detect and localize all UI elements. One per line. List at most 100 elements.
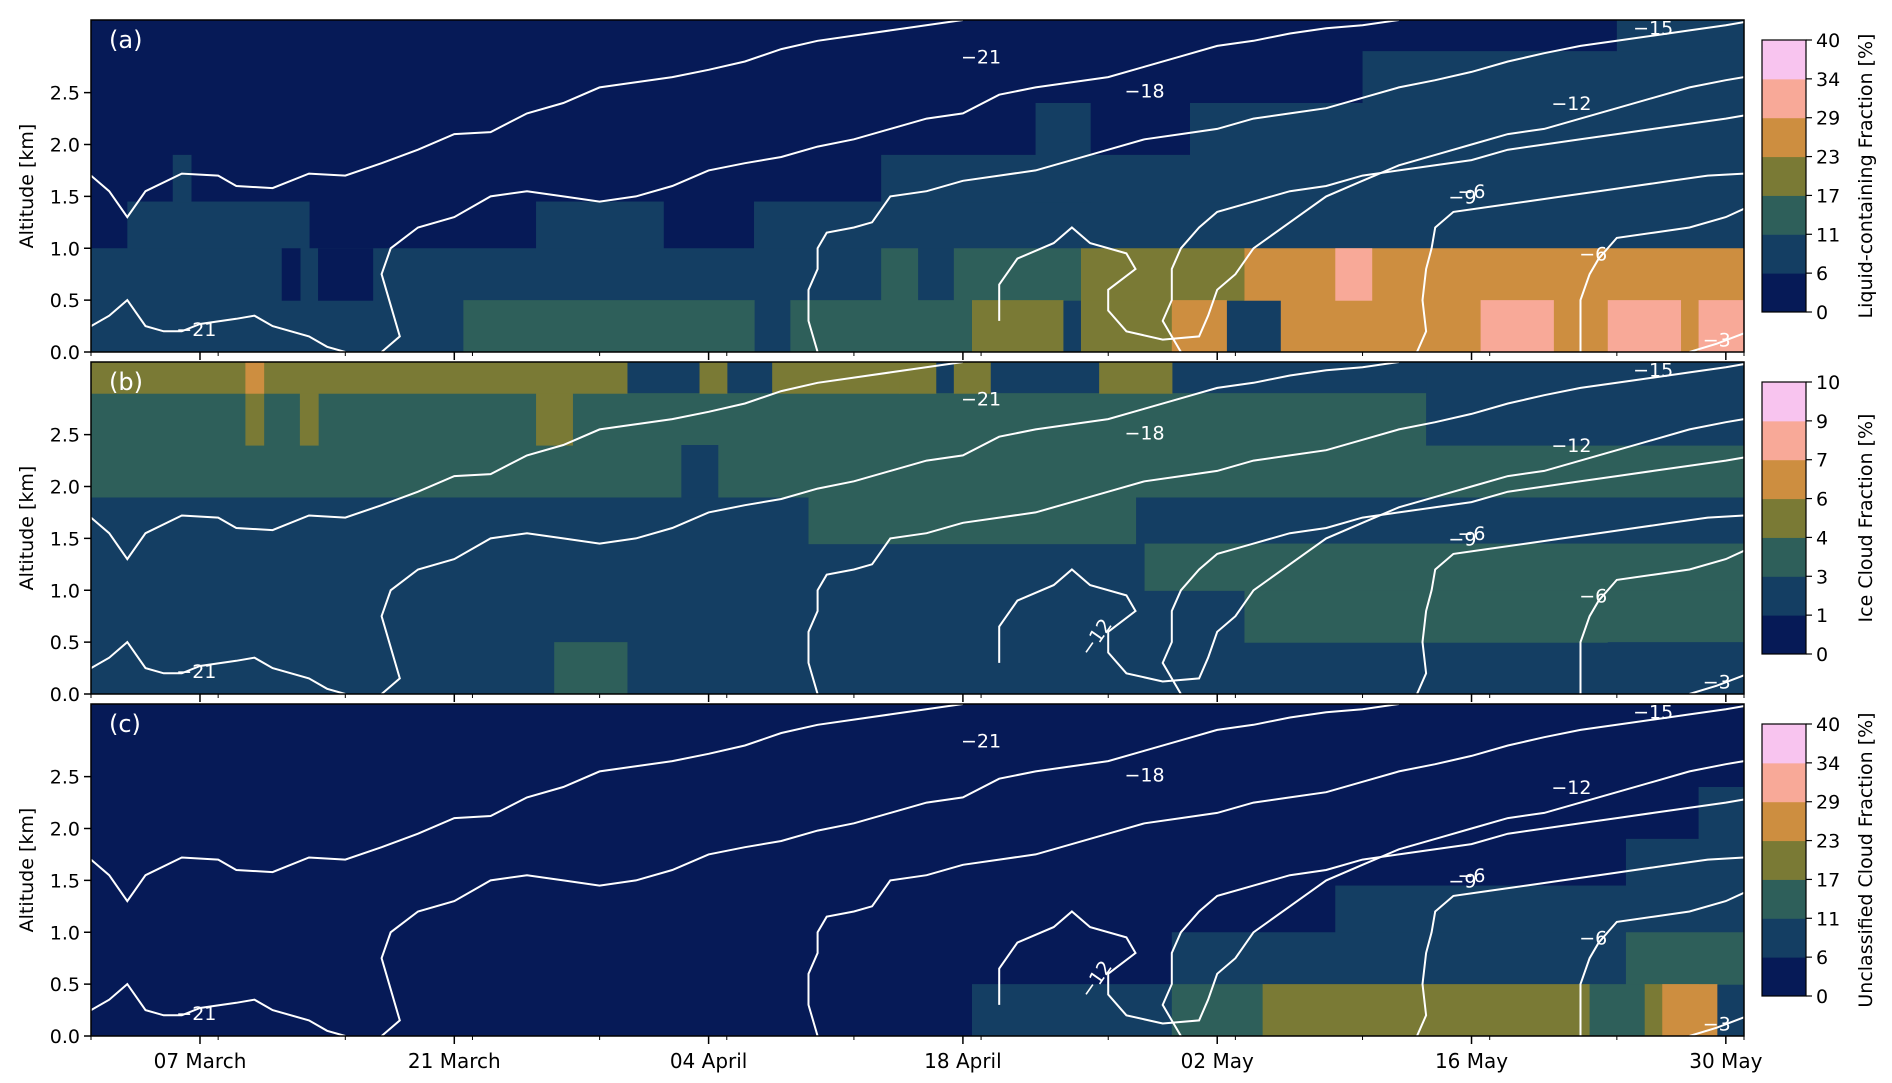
colorbar-segment (1762, 156, 1806, 196)
y-tick-label: 2.5 (50, 767, 80, 789)
colorbar-segment (1762, 498, 1806, 538)
y-tick-label: 0.0 (50, 1026, 80, 1048)
heatmap-cell (881, 248, 919, 301)
colorbar-tick-label: 29 (1816, 792, 1840, 814)
temperature-contour (1689, 332, 1744, 352)
colorbar-tick-label: 11 (1816, 224, 1840, 246)
colorbar-tick-label: 3 (1816, 566, 1828, 588)
colorbar-label: Liquid-containing Fraction [%] (1855, 34, 1877, 319)
colorbar-tick-label: 7 (1816, 450, 1828, 472)
heatmap-cell (1335, 248, 1373, 301)
heatmap-cell (881, 154, 1744, 203)
contour-label: −6 (1458, 523, 1486, 545)
temperature-contour (998, 760, 1744, 1025)
y-tick-label: 0.0 (50, 342, 80, 364)
plot-frame (90, 361, 1745, 695)
colorbar-segment (1762, 459, 1806, 500)
colorbar-tick-label: 23 (1816, 147, 1840, 169)
colorbar-tick-label: 34 (1816, 753, 1840, 775)
heatmap-cell (1698, 300, 1744, 352)
colorbar-tick-label: 11 (1816, 908, 1840, 930)
x-tick-label: 07 March (154, 1049, 247, 1073)
contour-label: −21 (176, 1003, 216, 1025)
heatmap-cell (699, 362, 728, 394)
colorbar-segment (1762, 382, 1806, 422)
heatmap-cell (127, 201, 310, 249)
y-tick-label: 0.5 (50, 974, 80, 996)
heatmap-cell (953, 362, 991, 394)
x-tick-label: 18 April (924, 1049, 1002, 1073)
heatmap-cell (245, 362, 265, 394)
temperature-contour (91, 20, 964, 219)
colorbar-tick-label: 6 (1816, 947, 1828, 969)
colorbar-segment (1762, 537, 1806, 577)
contour-label: −21 (961, 388, 1001, 410)
temperature-contour (1579, 549, 1744, 694)
y-axis-label: Altitude [km] (16, 124, 38, 249)
temperature-contour (91, 640, 346, 694)
colorbar-segment (1762, 724, 1806, 764)
heatmap-cell (971, 300, 1064, 352)
colorbar-tick-label: 0 (1816, 986, 1828, 1008)
colorbar-segment (1762, 78, 1806, 119)
contour-label: −6 (1458, 865, 1486, 887)
temperature-contour (91, 298, 346, 352)
heatmap-cell (536, 201, 664, 249)
colorbar-segment (1762, 234, 1806, 274)
heatmap-cell (91, 362, 628, 394)
y-tick-label: 1.5 (50, 528, 80, 550)
y-tick-label: 1.0 (50, 238, 80, 260)
heatmap-cell (1171, 300, 1227, 352)
contour-label: −21 (961, 46, 1001, 68)
heatmap-cell (1589, 984, 1645, 1036)
x-tick-label: 16 May (1435, 1049, 1508, 1073)
contour-label: −18 (1125, 423, 1165, 445)
colorbar-tick-label: 34 (1816, 69, 1840, 91)
temperature-contour (807, 363, 1744, 694)
colorbar-tick-label: 40 (1816, 30, 1840, 52)
heatmap-cell (1244, 590, 1744, 643)
contour-label: −6 (1579, 585, 1607, 607)
x-tick-label: 21 March (408, 1049, 501, 1073)
heatmap-cell (1625, 932, 1744, 985)
colorbar-segment (1762, 273, 1806, 313)
colorbar-tick-label: 6 (1816, 489, 1828, 511)
y-tick-label: 1.5 (50, 870, 80, 892)
colorbar-tick-label: 17 (1816, 185, 1840, 207)
heatmap-cell (554, 642, 628, 694)
colorbar-tick-label: 0 (1816, 302, 1828, 324)
y-tick-label: 0.5 (50, 290, 80, 312)
y-tick-label: 0.0 (50, 684, 80, 706)
heatmap-cell (318, 248, 374, 301)
heatmap-cell (1144, 543, 1744, 591)
colorbar-frame (1761, 381, 1807, 655)
y-tick-label: 2.5 (50, 83, 80, 105)
colorbar-tick-label: 6 (1816, 263, 1828, 285)
colorbar-tick-label: 23 (1816, 831, 1840, 853)
contour-label: −9 (1448, 528, 1476, 550)
contour-label: −12 (1551, 777, 1591, 799)
heatmap-cell (281, 248, 301, 301)
temperature-contour (1579, 891, 1744, 1036)
colorbar-segment (1762, 879, 1806, 919)
temperature-contour (1416, 514, 1744, 694)
heatmap-cell (299, 393, 319, 446)
heatmap-cell (1080, 300, 1173, 352)
y-axis-label: Altitude [km] (16, 466, 38, 591)
temperature-contour (1416, 856, 1744, 1036)
contour-label: −6 (1579, 243, 1607, 265)
colorbar-tick-label: 40 (1816, 714, 1840, 736)
panel-letter: (a) (109, 26, 142, 54)
colorbar-tick-label: 10 (1816, 372, 1840, 394)
heatmap-cells: −21−21−18−15−12−9−6−6−3−12 (91, 362, 1744, 694)
heatmap-cell (536, 393, 573, 446)
heatmap-cell (1335, 885, 1744, 933)
colorbar-segment (1762, 195, 1806, 235)
heatmap-cell (790, 300, 973, 352)
heatmap-cell (1362, 51, 1744, 104)
colorbar-tick-label: 17 (1816, 869, 1840, 891)
contour-label: −12 (1551, 435, 1591, 457)
heatmap-cell (463, 300, 755, 352)
panel-letter: (b) (109, 368, 143, 396)
contour-label: −21 (176, 319, 216, 341)
